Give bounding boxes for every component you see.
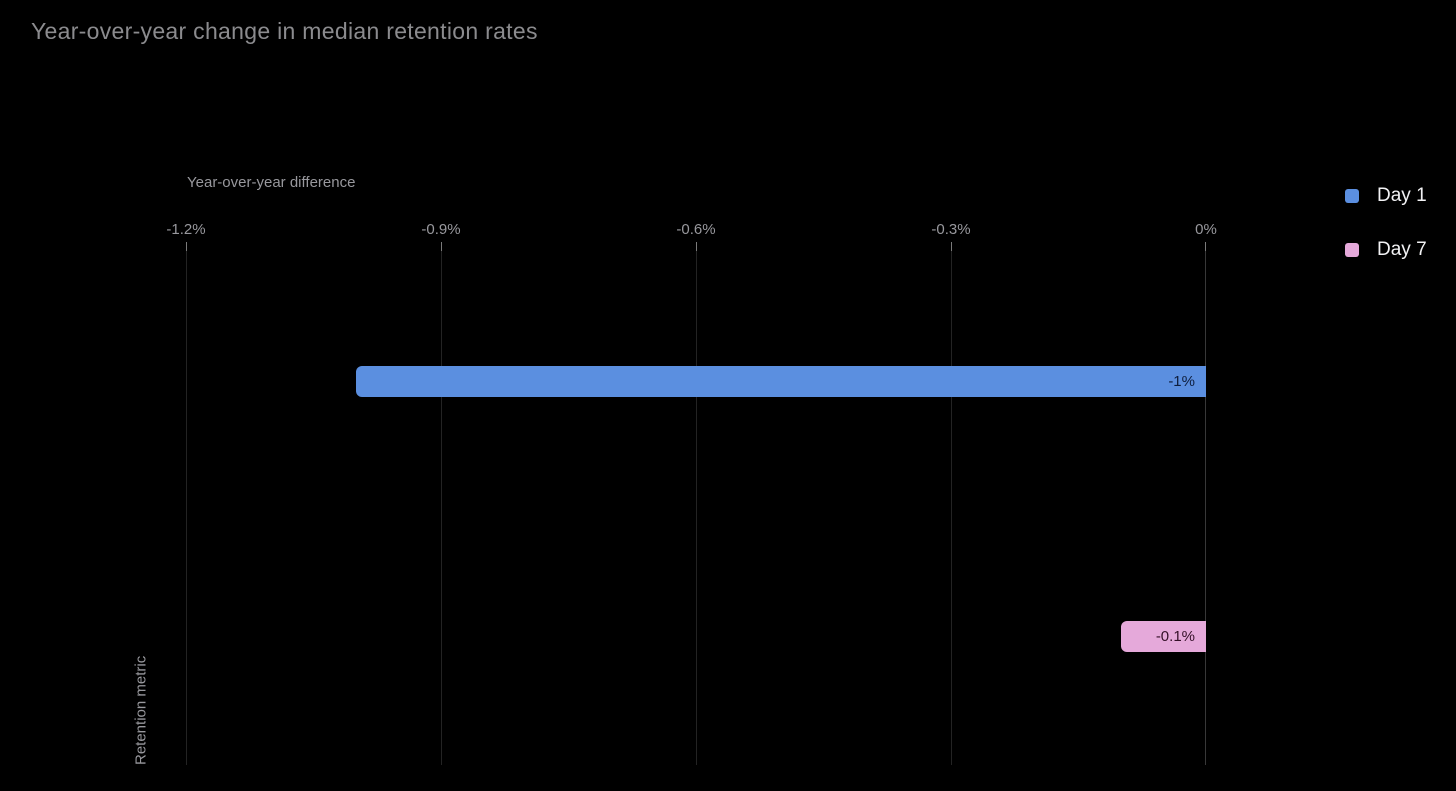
tick-mark <box>696 242 697 251</box>
gridline <box>441 242 442 765</box>
legend-swatch-icon <box>1345 189 1359 203</box>
legend-swatch-icon <box>1345 243 1359 257</box>
x-axis-title: Year-over-year difference <box>187 174 356 191</box>
x-tick-label: -1.2% <box>166 221 206 238</box>
chart-title: Year-over-year change in median retentio… <box>31 18 538 44</box>
gridline <box>951 242 952 765</box>
bar-day-7[interactable]: -0.1% <box>1121 621 1206 652</box>
bar-value-label: -1% <box>1168 373 1195 390</box>
x-tick-label: -0.6% <box>676 221 716 238</box>
legend: Day 1 Day 7 <box>1345 185 1427 296</box>
x-tick-label: -0.9% <box>421 221 461 238</box>
legend-item-day-7[interactable]: Day 7 <box>1345 239 1427 260</box>
bar-day-1[interactable]: -1% <box>356 366 1206 397</box>
tick-mark <box>1205 242 1206 251</box>
gridline <box>1205 242 1206 765</box>
legend-label: Day 1 <box>1377 185 1427 206</box>
x-tick-label: -0.3% <box>931 221 971 238</box>
plot-area: -1.2% -0.9% -0.6% -0.3% 0% -1% -0.1% <box>166 221 1217 765</box>
legend-item-day-1[interactable]: Day 1 <box>1345 185 1427 206</box>
x-tick-label: 0% <box>1195 221 1217 238</box>
y-axis-title: Retention metric <box>132 655 150 765</box>
tick-mark <box>186 242 187 251</box>
tick-mark <box>951 242 952 251</box>
tick-mark <box>441 242 442 251</box>
legend-label: Day 7 <box>1377 239 1427 260</box>
bar-value-label: -0.1% <box>1155 628 1195 645</box>
gridline <box>696 242 697 765</box>
gridline <box>186 242 187 765</box>
